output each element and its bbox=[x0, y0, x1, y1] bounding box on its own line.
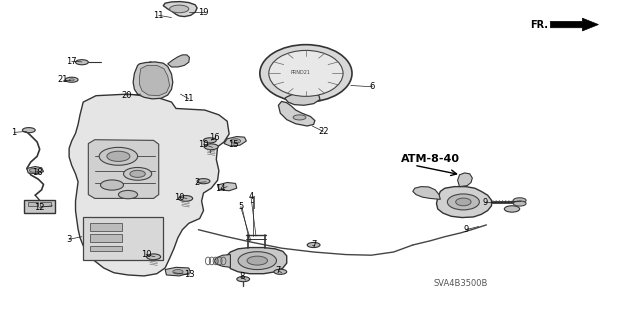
Text: 4: 4 bbox=[248, 192, 253, 201]
Text: SVA4B3500B: SVA4B3500B bbox=[434, 279, 488, 288]
Ellipse shape bbox=[307, 242, 320, 248]
Text: 20: 20 bbox=[122, 91, 132, 100]
Ellipse shape bbox=[76, 60, 88, 65]
Polygon shape bbox=[88, 140, 159, 198]
Text: 7: 7 bbox=[276, 266, 281, 275]
Ellipse shape bbox=[513, 198, 526, 203]
Polygon shape bbox=[163, 2, 197, 17]
Text: 22: 22 bbox=[318, 127, 328, 136]
Ellipse shape bbox=[130, 170, 145, 177]
Text: 14: 14 bbox=[216, 184, 226, 193]
Ellipse shape bbox=[237, 277, 250, 282]
Polygon shape bbox=[69, 94, 229, 276]
Ellipse shape bbox=[179, 196, 193, 201]
Text: 10: 10 bbox=[174, 193, 184, 202]
Ellipse shape bbox=[204, 138, 216, 143]
Polygon shape bbox=[140, 65, 170, 96]
Polygon shape bbox=[214, 255, 230, 267]
Text: 9: 9 bbox=[483, 198, 488, 207]
Ellipse shape bbox=[513, 201, 526, 206]
Ellipse shape bbox=[99, 147, 138, 165]
Polygon shape bbox=[413, 187, 440, 199]
Polygon shape bbox=[224, 137, 246, 146]
Bar bbox=[40, 202, 51, 206]
Ellipse shape bbox=[100, 180, 124, 190]
Text: 1: 1 bbox=[12, 128, 17, 137]
Text: 11: 11 bbox=[154, 11, 164, 20]
Bar bbox=[90, 223, 122, 231]
Bar bbox=[24, 200, 55, 213]
Text: 11: 11 bbox=[184, 94, 194, 103]
Text: ┤: ┤ bbox=[250, 196, 257, 209]
Ellipse shape bbox=[274, 269, 287, 274]
Text: 9: 9 bbox=[463, 225, 468, 234]
Text: 7: 7 bbox=[311, 241, 316, 249]
Polygon shape bbox=[27, 167, 44, 174]
Text: 2: 2 bbox=[195, 178, 200, 187]
Ellipse shape bbox=[504, 206, 520, 212]
Ellipse shape bbox=[247, 256, 268, 265]
Polygon shape bbox=[168, 55, 189, 67]
Ellipse shape bbox=[107, 151, 130, 161]
Ellipse shape bbox=[293, 115, 306, 120]
Text: 18: 18 bbox=[32, 168, 42, 177]
Text: PRND21: PRND21 bbox=[291, 70, 311, 75]
Ellipse shape bbox=[124, 167, 152, 180]
Bar bbox=[28, 202, 38, 206]
Ellipse shape bbox=[65, 77, 78, 82]
Polygon shape bbox=[285, 93, 320, 105]
Text: 8: 8 bbox=[239, 272, 244, 281]
Polygon shape bbox=[146, 85, 160, 97]
Ellipse shape bbox=[260, 45, 352, 102]
Text: 12: 12 bbox=[35, 203, 45, 212]
Text: ATM-8-40: ATM-8-40 bbox=[401, 154, 460, 165]
Text: 10: 10 bbox=[198, 140, 209, 149]
Polygon shape bbox=[133, 62, 173, 99]
Polygon shape bbox=[550, 18, 598, 31]
Polygon shape bbox=[227, 248, 287, 274]
Bar bbox=[90, 246, 122, 251]
Text: 6: 6 bbox=[370, 82, 375, 91]
Polygon shape bbox=[458, 173, 472, 187]
Polygon shape bbox=[278, 101, 315, 126]
Ellipse shape bbox=[197, 179, 210, 184]
Ellipse shape bbox=[173, 270, 183, 274]
Text: 16: 16 bbox=[209, 133, 220, 142]
Bar bbox=[90, 234, 122, 242]
Ellipse shape bbox=[118, 190, 138, 199]
Ellipse shape bbox=[269, 50, 343, 96]
Text: 13: 13 bbox=[184, 271, 195, 279]
Ellipse shape bbox=[29, 168, 38, 172]
Text: 10: 10 bbox=[141, 250, 151, 259]
Text: 5: 5 bbox=[238, 202, 243, 211]
Text: FR.: FR. bbox=[530, 19, 548, 30]
Polygon shape bbox=[436, 187, 492, 218]
Ellipse shape bbox=[170, 5, 189, 13]
Text: 3: 3 bbox=[67, 235, 72, 244]
Bar bbox=[83, 217, 163, 260]
Polygon shape bbox=[218, 182, 237, 191]
Text: 15: 15 bbox=[228, 140, 239, 149]
Ellipse shape bbox=[147, 254, 161, 260]
Text: 21: 21 bbox=[58, 75, 68, 84]
Ellipse shape bbox=[238, 252, 276, 270]
Polygon shape bbox=[165, 267, 191, 276]
Text: 17: 17 bbox=[67, 57, 77, 66]
Ellipse shape bbox=[456, 198, 471, 206]
Ellipse shape bbox=[69, 79, 74, 81]
Ellipse shape bbox=[230, 139, 241, 143]
Text: 19: 19 bbox=[198, 8, 209, 17]
Ellipse shape bbox=[204, 144, 218, 150]
Ellipse shape bbox=[22, 128, 35, 133]
Ellipse shape bbox=[447, 194, 479, 210]
